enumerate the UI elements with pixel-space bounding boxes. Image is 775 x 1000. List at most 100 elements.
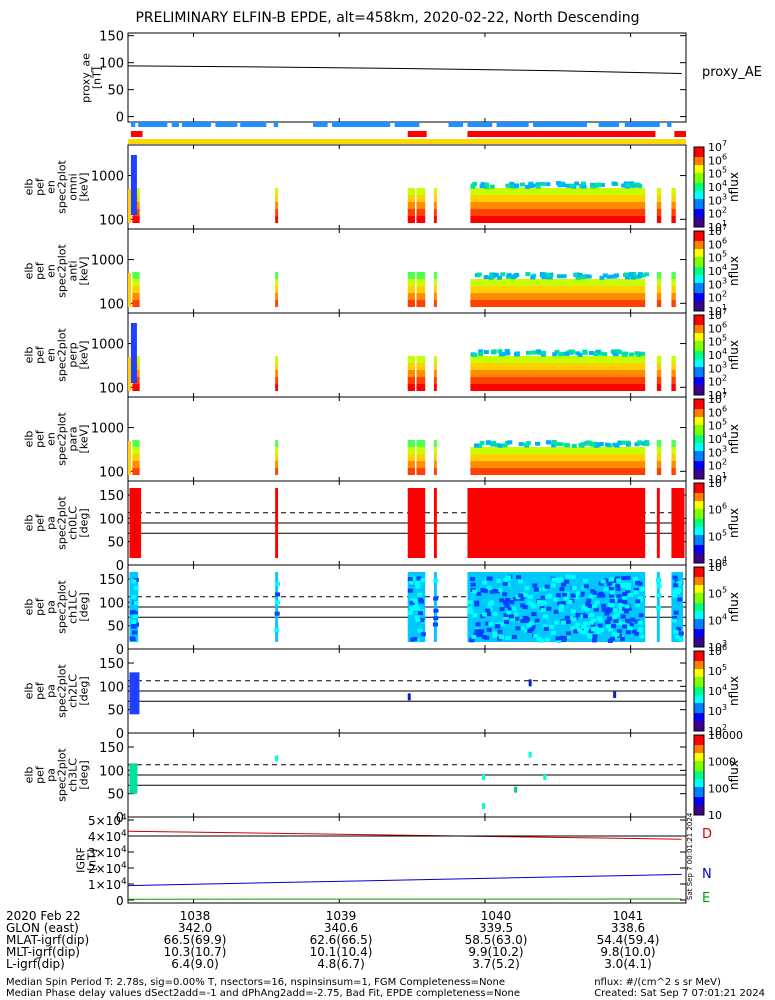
colorbar-segment [694,631,704,634]
colorbar-segment [694,413,704,416]
pitch-speck [540,595,546,600]
pitch-speck [612,608,618,613]
colorbar-segment [694,177,704,180]
pitch-speck [567,600,573,605]
spectrogram-band [433,216,437,223]
spectrogram-band [275,279,279,286]
pitch-speck [556,593,562,598]
pitch-speck [581,624,587,629]
colorbar-segment [694,303,704,306]
colorbar-segment [694,203,704,206]
spectrogram-band [275,461,279,468]
colorbar-segment [694,725,704,728]
colorbar-segment [694,705,704,708]
spectrogram-speck [491,349,497,354]
colorbar-segment [694,781,704,784]
spectrogram-speck [502,443,508,448]
colorbar-segment [694,329,704,332]
colorbar-segment [694,267,704,270]
x-axis-row-labels: 2020 Feb 22 GLON (east) MLAT-igrf(dip) M… [6,910,89,970]
pitch-speck [609,593,615,598]
spectrogram-band [416,468,426,475]
spectrogram-band [470,216,646,223]
pitch-speck [497,629,503,634]
spectrogram-speck [606,274,612,279]
colorbar-segment [694,521,704,524]
pitch-ylabel: pa [45,600,58,614]
colorbar-segment [694,291,704,294]
pitch-speck [511,606,517,611]
spectrogram-band [671,209,676,216]
pitch-tick-label: 50 [107,536,124,551]
spectrogram-band [416,202,426,209]
igrf-frame [127,816,687,904]
pitch-speck [433,596,439,601]
footer-spin-info: Median Spin Period T: 2.78s, sig=0.00% T… [6,977,506,988]
pitch-speck [575,612,581,617]
spectrogram-speck [560,183,566,188]
pitch-speck [526,623,532,628]
pitch-speck [622,592,628,597]
spectrogram-speck [625,442,631,447]
pitch-ylabel: pef [34,765,47,784]
spectrogram-speck [571,443,577,448]
colorbar-segment [694,707,704,710]
spectrogram-band [433,468,437,475]
spectrogram-speck [472,352,478,357]
spectrogram-band [275,447,279,454]
pitch-speck [609,577,615,582]
spectrogram-band [416,286,426,293]
pitch-flux-speck [613,691,617,698]
pitch-speck [590,622,596,627]
spectrogram-band [470,370,646,377]
colorbar-segment [694,307,704,310]
spectrogram-speck [525,350,531,355]
colorbar-segment [694,217,704,220]
pitch-speck [475,622,481,627]
pitch-flux-block [656,488,660,558]
colorbar-segment [694,357,704,360]
colorbar-segment [694,147,704,150]
spectrogram-band [132,216,140,223]
colorbar-segment [694,625,704,628]
pitch-speck [609,607,615,612]
colorbar-segment [694,351,704,354]
spectrogram-band [275,454,279,461]
proxy-ae-ylabel: proxy_ae [80,53,93,103]
pitch-speck [486,576,492,581]
pitch-speck [130,623,136,628]
pitch-speck [550,630,556,635]
pitch-speck [419,618,425,623]
colorbar-segment [694,495,704,498]
pitch-speck [515,595,521,600]
status-bar-blue [313,122,328,127]
pitch-ylabel: spec2plot [56,580,69,634]
pitch-tick-label: 100 [99,512,124,527]
colorbar-segment [694,487,704,490]
pitch-speck [625,575,631,580]
colorbar-segment [694,459,704,462]
colorbar-segment [694,235,704,238]
pitch-flux-speck [407,693,411,701]
pitch-speck [605,624,611,629]
spectrogram-band [656,454,662,461]
colorbar-segment [694,157,704,160]
pitch-speck [511,614,517,619]
spectrogram-speck [625,275,631,280]
spectrogram-band [275,363,279,370]
colorbar-segment [694,375,704,378]
tick-label: 1040 [480,909,512,923]
spectrogram-band [416,279,426,286]
pitch-speck [626,583,632,588]
colorbar-segment [694,561,704,564]
spectrogram-speck [584,440,590,445]
colorbar-segment [694,569,704,572]
spectrogram-ylabel: en [45,348,58,362]
pitch-speck [565,620,571,625]
spectrogram-speck [592,441,598,446]
spectrogram-speck [621,183,627,188]
colorbar-segment [694,571,704,574]
colorbar-tick-label: 105 [708,586,727,601]
colorbar-segment [694,213,704,216]
spectrogram-ylabel: pef [34,261,47,280]
